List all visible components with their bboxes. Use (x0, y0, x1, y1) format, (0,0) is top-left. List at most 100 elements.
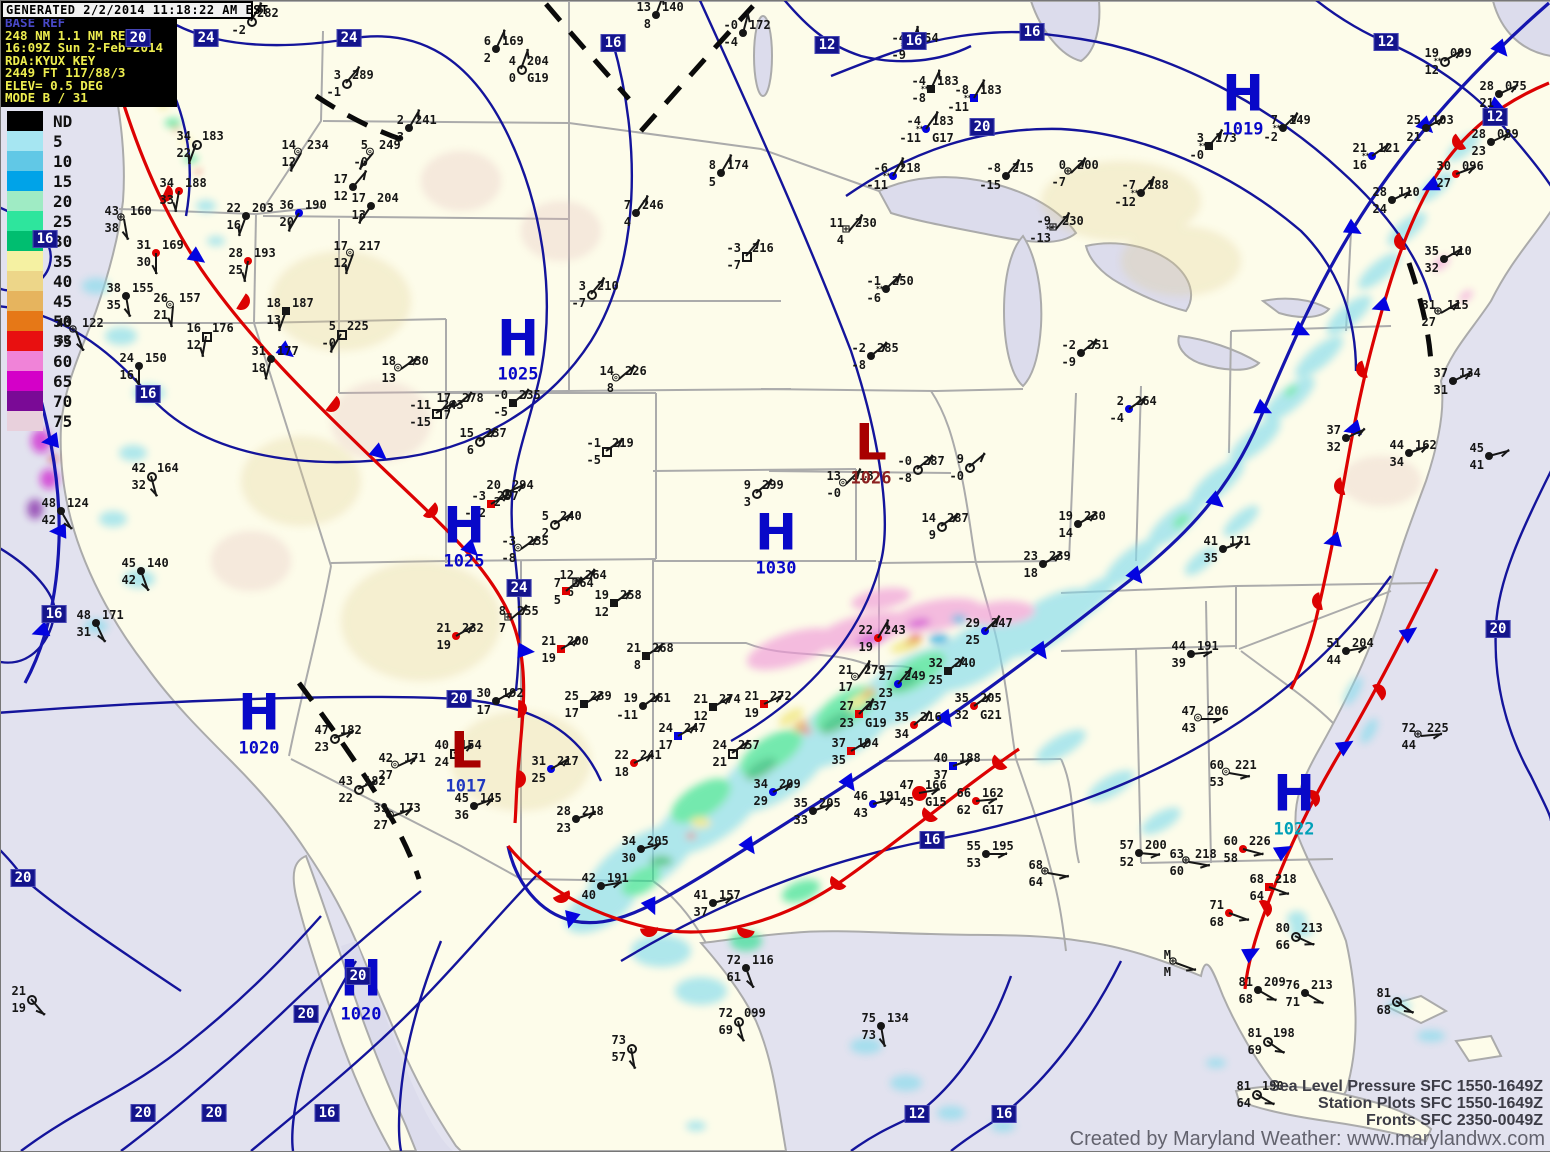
panel-line: MODE B / 31 (5, 90, 88, 105)
state-borders (97, 1, 1430, 952)
isobar-label: 16 (32, 230, 58, 248)
isobar-label: 12 (814, 36, 840, 54)
legend-swatch (7, 171, 43, 191)
isobar-label: 16 (41, 605, 67, 623)
legend-label: 55 (53, 331, 73, 351)
legend-swatch (7, 211, 43, 231)
legend-item: 15 (7, 171, 72, 191)
isobar-label: 20 (1485, 620, 1511, 638)
pressure-center-h: H 1030 (755, 503, 797, 579)
legend-item: 5 (7, 131, 72, 151)
isobar-label: 16 (901, 32, 927, 50)
isobar-label: 12 (1482, 108, 1508, 126)
isobar-label: 16 (991, 1105, 1017, 1123)
isobar-label: 20 (125, 29, 151, 47)
panel-line: ELEV= 0.5 DEG (5, 77, 103, 93)
pressure-center-h: H 1025 (443, 496, 485, 572)
legend-item: 50 (7, 311, 72, 331)
legend-swatch (7, 371, 43, 391)
isobar-label: 20 (446, 690, 472, 708)
legend-item: 35 (7, 251, 72, 271)
legend-label: 15 (53, 171, 73, 191)
legend-swatch (7, 331, 43, 351)
map-captions: Sea Level Pressure SFC 1550-1649Z Station… (1269, 1078, 1543, 1129)
legend-label: 25 (53, 211, 73, 231)
legend-swatch (7, 131, 43, 151)
isobar-label: 24 (193, 29, 219, 47)
reflectivity-legend: ND 5 10 15 20 25 30 35 40 45 50 55 60 65 70 75 (7, 111, 72, 431)
isobar-label: 12 (1373, 33, 1399, 51)
legend-swatch (7, 411, 43, 431)
legend-item: 55 (7, 331, 72, 351)
pressure-center-h: H 1019 (1222, 64, 1264, 140)
legend-item: 45 (7, 291, 72, 311)
legend-item: 40 (7, 271, 72, 291)
legend-swatch (7, 151, 43, 171)
legend-swatch (7, 311, 43, 331)
pressure-center-h: H 1025 (497, 309, 539, 385)
legend-label: 65 (53, 371, 73, 391)
legend-swatch (7, 111, 43, 131)
legend-label: 60 (53, 351, 73, 371)
isobar-label: 16 (919, 831, 945, 849)
fronts (23, 1, 1550, 990)
radar-metadata-panel: BASE REF 248 NM 1.1 NM RES 16:09Z Sun 2-Fe… (1, 19, 177, 107)
isobar-label: 16 (1019, 23, 1045, 41)
legend-swatch (7, 351, 43, 371)
legend-item: 65 (7, 371, 72, 391)
legend-item: 70 (7, 391, 72, 411)
isobar-label: 24 (336, 29, 362, 47)
terrain-noise (211, 151, 1421, 811)
isobar-label: 12 (904, 1105, 930, 1123)
generated-timestamp: GENERATED 2/2/2014 11:18:22 AM EST (1, 1, 268, 19)
isobar-label: 20 (969, 118, 995, 136)
panel-line: 248 NM 1.1 NM RES (5, 27, 133, 43)
legend-label: 20 (53, 191, 73, 211)
legend-label: 75 (53, 411, 73, 431)
isobar-label: 20 (345, 967, 371, 985)
isobar-label: 16 (135, 385, 161, 403)
panel-line: 2449 FT 117/88/3 (5, 65, 126, 80)
legend-item: 60 (7, 351, 72, 371)
caption-line: Fronts SFC 2350-0049Z (1366, 1112, 1543, 1129)
caption-line: Sea Level Pressure SFC 1550-1649Z (1269, 1078, 1543, 1095)
legend-swatch (7, 191, 43, 211)
isobar-label: 20 (130, 1104, 156, 1122)
isobar-label: 16 (600, 34, 626, 52)
pressure-center-l: L 1017 (445, 721, 487, 797)
legend-label: 10 (53, 151, 73, 171)
pressure-center-l: L 1026 (850, 413, 892, 489)
panel-line: 16:09Z Sun 2-Feb-2014 (5, 40, 164, 55)
legend-label: 50 (53, 311, 73, 331)
legend-label: 5 (53, 131, 63, 151)
legend-item: 75 (7, 411, 72, 431)
panel-line: RDA:KYUX KEY (5, 52, 96, 68)
isobar-label: 16 (314, 1104, 340, 1122)
isobar-label: 20 (10, 869, 36, 887)
legend-swatch (7, 271, 43, 291)
legend-label: 45 (53, 291, 73, 311)
radar-info-panel: GENERATED 2/2/2014 11:18:22 AM EST BASE … (1, 1, 268, 107)
legend-label: 30 (53, 231, 73, 251)
legend-item: 25 (7, 211, 72, 231)
trough-lines (296, 2, 1434, 880)
legend-label: 70 (53, 391, 73, 411)
legend-label: 40 (53, 271, 73, 291)
isobar-label: 24 (506, 579, 532, 597)
legend-label: ND (53, 111, 73, 131)
credit-line: Created by Maryland Weather: www.marylan… (1069, 1128, 1545, 1150)
legend-item: ND (7, 111, 72, 131)
legend-swatch (7, 251, 43, 271)
legend-label: 35 (53, 251, 73, 271)
isobar-label: 20 (293, 1005, 319, 1023)
panel-line: BASE REF (5, 19, 66, 30)
isobar-label: 20 (201, 1104, 227, 1122)
legend-swatch (7, 291, 43, 311)
legend-item: 20 (7, 191, 72, 211)
legend-swatch (7, 391, 43, 411)
caption-line: Station Plots SFC 1550-1649Z (1318, 1095, 1543, 1112)
